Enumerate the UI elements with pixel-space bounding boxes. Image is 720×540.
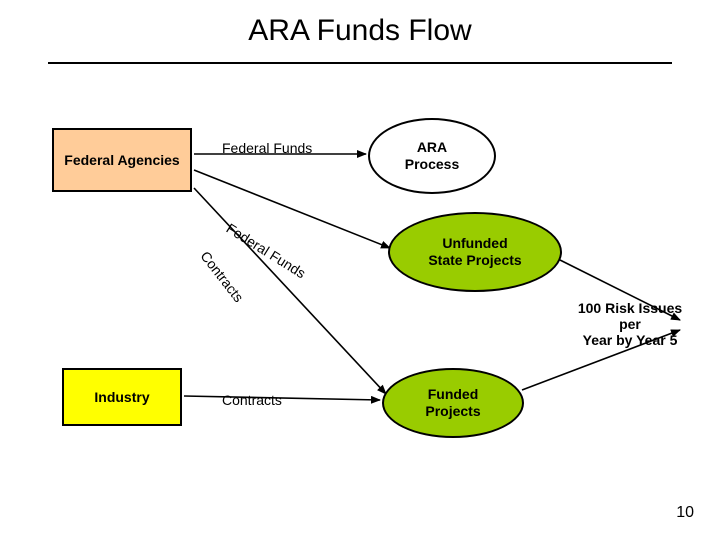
risk-issues-label: 100 Risk IssuesperYear by Year 5 [560,300,700,348]
federal-agencies-label: Federal Agencies [64,152,179,169]
slide: { "title": "ARA Funds Flow", "page_numbe… [0,0,720,540]
funded-projects-ellipse: FundedProjects [382,368,524,438]
slide-title: ARA Funds Flow [0,14,720,48]
unfunded-state-projects-ellipse: UnfundedState Projects [388,212,562,292]
federal-funds-label-top: Federal Funds [222,140,312,156]
contracts-label-bottom: Contracts [222,392,282,408]
industry-box: Industry [62,368,182,426]
federal-funds-label-diag: Federal Funds [223,220,308,281]
contracts-label-diag: Contracts [197,248,247,305]
title-underline [48,62,672,64]
ara-process-label: ARAProcess [405,139,459,173]
arrow-layer [0,0,720,540]
unfunded-state-label: UnfundedState Projects [428,235,521,269]
ara-process-ellipse: ARAProcess [368,118,496,194]
industry-label: Industry [94,389,149,406]
federal-agencies-box: Federal Agencies [52,128,192,192]
page-number: 10 [676,504,694,522]
funded-projects-label: FundedProjects [425,386,480,420]
